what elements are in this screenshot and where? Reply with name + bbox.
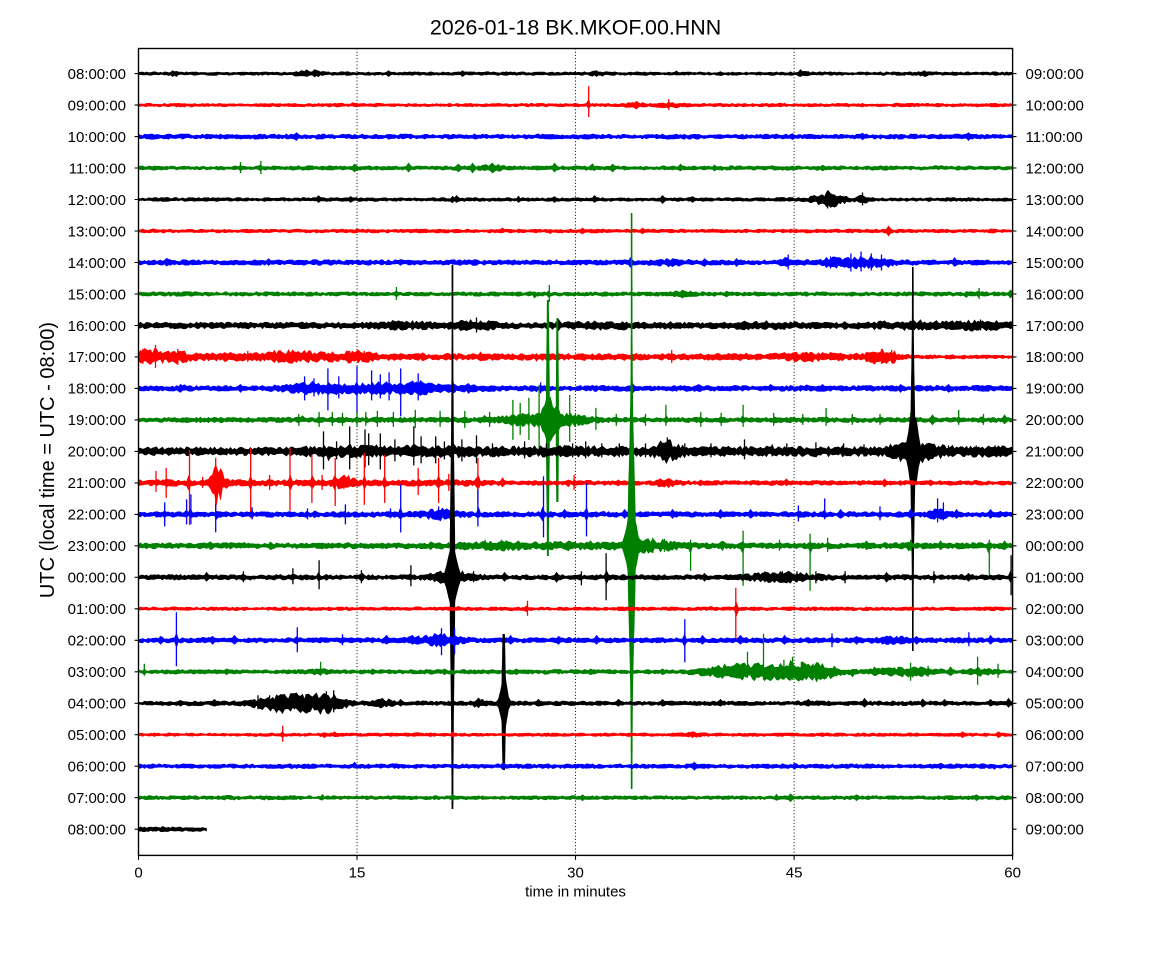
svg-text:12:00:00: 12:00:00 [68,192,126,209]
svg-text:14:00:00: 14:00:00 [1026,223,1084,240]
svg-text:15:00:00: 15:00:00 [1026,255,1084,272]
svg-text:12:00:00: 12:00:00 [1026,160,1084,177]
svg-text:00:00:00: 00:00:00 [68,570,126,587]
svg-text:11:00:00: 11:00:00 [1026,129,1083,146]
svg-text:09:00:00: 09:00:00 [1026,822,1084,839]
svg-text:23:00:00: 23:00:00 [68,538,126,555]
svg-text:60: 60 [1004,865,1021,882]
svg-text:04:00:00: 04:00:00 [68,696,126,713]
svg-text:17:00:00: 17:00:00 [68,349,126,366]
svg-text:16:00:00: 16:00:00 [1026,286,1084,303]
svg-text:UTC (local time = UTC - 08:00): UTC (local time = UTC - 08:00) [37,322,59,598]
svg-text:10:00:00: 10:00:00 [68,129,126,146]
svg-text:17:00:00: 17:00:00 [1026,318,1084,335]
svg-text:09:00:00: 09:00:00 [68,97,126,114]
svg-text:08:00:00: 08:00:00 [1026,790,1084,807]
svg-text:20:00:00: 20:00:00 [1026,412,1084,429]
svg-text:05:00:00: 05:00:00 [1026,696,1084,713]
svg-text:18:00:00: 18:00:00 [1026,349,1084,366]
svg-text:03:00:00: 03:00:00 [68,664,126,681]
svg-text:30: 30 [567,865,584,882]
svg-text:16:00:00: 16:00:00 [68,318,126,335]
svg-text:15:00:00: 15:00:00 [68,286,126,303]
svg-text:22:00:00: 22:00:00 [1026,475,1084,492]
svg-text:23:00:00: 23:00:00 [1026,507,1084,524]
svg-text:01:00:00: 01:00:00 [1026,570,1084,587]
svg-text:15: 15 [349,865,366,882]
svg-text:00:00:00: 00:00:00 [1026,538,1084,555]
svg-text:06:00:00: 06:00:00 [1026,727,1084,744]
svg-text:03:00:00: 03:00:00 [1026,633,1084,650]
svg-text:09:00:00: 09:00:00 [1026,66,1084,83]
svg-text:01:00:00: 01:00:00 [68,601,126,618]
svg-text:11:00:00: 11:00:00 [69,160,126,177]
svg-text:45: 45 [786,865,803,882]
svg-text:13:00:00: 13:00:00 [68,223,126,240]
svg-text:21:00:00: 21:00:00 [1026,444,1084,461]
svg-text:05:00:00: 05:00:00 [68,727,126,744]
svg-text:2026-01-18 BK.MKOF.00.HNN: 2026-01-18 BK.MKOF.00.HNN [430,16,721,40]
svg-text:19:00:00: 19:00:00 [1026,381,1084,398]
svg-text:22:00:00: 22:00:00 [68,507,126,524]
svg-text:06:00:00: 06:00:00 [68,759,126,776]
svg-text:07:00:00: 07:00:00 [68,790,126,807]
svg-text:14:00:00: 14:00:00 [68,255,126,272]
svg-text:08:00:00: 08:00:00 [68,66,126,83]
svg-text:08:00:00: 08:00:00 [68,822,126,839]
svg-text:04:00:00: 04:00:00 [1026,664,1084,681]
svg-text:07:00:00: 07:00:00 [1026,759,1084,776]
svg-text:10:00:00: 10:00:00 [1026,97,1084,114]
svg-text:0: 0 [134,865,142,882]
svg-text:21:00:00: 21:00:00 [68,475,126,492]
svg-text:19:00:00: 19:00:00 [68,412,126,429]
svg-text:13:00:00: 13:00:00 [1026,192,1084,209]
svg-text:20:00:00: 20:00:00 [68,444,126,461]
svg-text:time in minutes: time in minutes [525,884,626,901]
svg-text:02:00:00: 02:00:00 [68,633,126,650]
svg-text:02:00:00: 02:00:00 [1026,601,1084,618]
svg-text:18:00:00: 18:00:00 [68,381,126,398]
